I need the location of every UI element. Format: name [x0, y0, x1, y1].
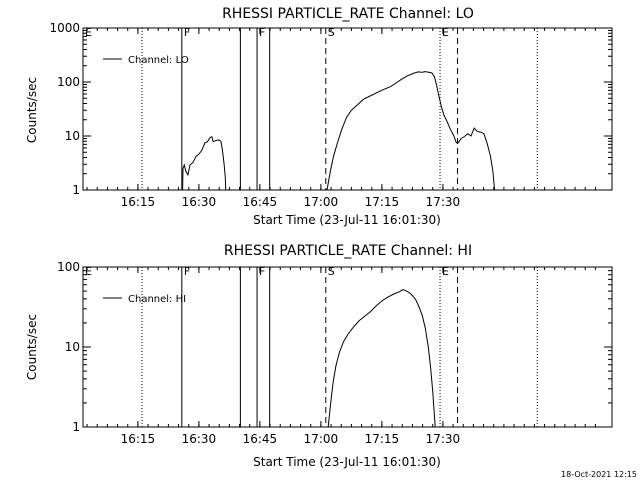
flag-label: E — [442, 26, 449, 39]
panel-title: RHESSI PARTICLE_RATE Channel: HI — [224, 243, 472, 259]
x-tick-label: 17:15 — [365, 432, 400, 446]
x-axis-label: Start Time (23-Jul-11 16:01:30) — [253, 213, 441, 227]
flag-label: S — [328, 26, 335, 39]
flag-label: S — [328, 265, 335, 278]
flag-label: E — [85, 26, 92, 39]
y-axis-label: Counts/sec — [25, 314, 39, 380]
panel-lo: RHESSI PARTICLE_RATE Channel: LO Counts/… — [25, 6, 613, 227]
x-axis-label: Start Time (23-Jul-11 16:01:30) — [253, 455, 441, 469]
y-tick-label: 100 — [57, 75, 80, 89]
flag-label: E — [85, 265, 92, 278]
series-line-segment-0 — [182, 135, 227, 191]
data-curves — [327, 289, 436, 428]
x-tick-label: 16:30 — [182, 195, 217, 209]
legend-label: Channel: LO — [128, 55, 189, 66]
data-curves — [182, 71, 496, 191]
x-tick-label: 17:30 — [426, 432, 461, 446]
series-line-segment-1 — [326, 71, 496, 191]
x-tick-label: 17:15 — [365, 195, 400, 209]
x-tick-label: 17:30 — [426, 195, 461, 209]
flag-label: F — [259, 26, 265, 39]
flag-label: E — [442, 265, 449, 278]
y-tick-label: 1 — [72, 183, 80, 197]
x-tick-label: 17:00 — [304, 195, 339, 209]
x-tick-label: 16:30 — [182, 432, 217, 446]
timestamp: 18-Oct-2021 12:15 — [561, 470, 637, 479]
x-tick-label: 17:00 — [304, 432, 339, 446]
plot-frame — [82, 266, 613, 428]
flag-label: F — [184, 26, 190, 39]
panel-hi: RHESSI PARTICLE_RATE Channel: HI Counts/… — [25, 243, 613, 469]
legend-label: Channel: HI — [128, 294, 186, 305]
plot-frame — [82, 27, 613, 191]
flag-label: F — [259, 265, 265, 278]
panel-title: RHESSI PARTICLE_RATE Channel: LO — [222, 6, 474, 22]
y-tick-label: 10 — [65, 340, 80, 354]
y-tick-label: 1000 — [49, 21, 80, 35]
x-tick-label: 16:45 — [243, 432, 278, 446]
axis-ticks: 16:15 16:30 16:45 17:00 17:15 17:30 1 10 100 1000 — [49, 21, 612, 209]
series-line-segment-0 — [327, 289, 436, 428]
flag-label: F — [184, 265, 190, 278]
y-tick-label: 10 — [65, 129, 80, 143]
y-axis-label: Counts/sec — [25, 77, 39, 143]
x-tick-label: 16:45 — [243, 195, 278, 209]
x-tick-label: 16:15 — [121, 432, 156, 446]
y-tick-label: 1 — [72, 420, 80, 434]
x-tick-label: 16:15 — [121, 195, 156, 209]
y-tick-label: 100 — [57, 260, 80, 274]
